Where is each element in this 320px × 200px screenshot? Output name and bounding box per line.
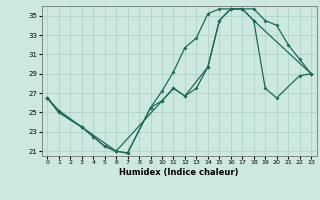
X-axis label: Humidex (Indice chaleur): Humidex (Indice chaleur) xyxy=(119,168,239,177)
